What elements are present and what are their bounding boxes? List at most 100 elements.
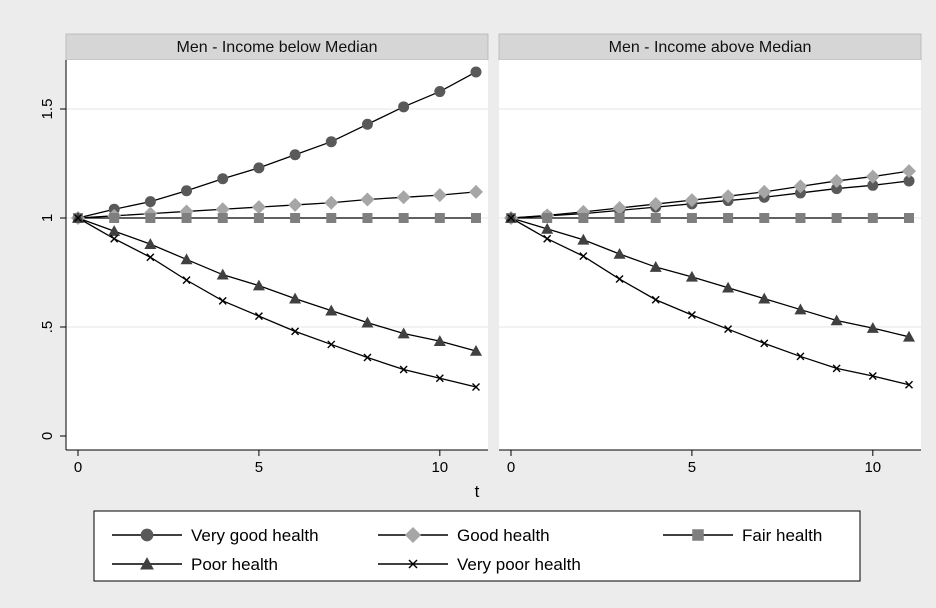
legend-item-fair-health: Fair health [663,526,822,545]
series-line-poor-health [77,217,477,352]
panel-title-strip [498,33,922,61]
legend-marker-good-health [404,526,422,544]
legend-item-poor-health: Poor health [112,555,278,574]
point-very-poor-health [291,327,300,336]
point-good-health [612,200,627,215]
point-very-poor-health [687,311,696,320]
point-very-poor-health [254,312,263,321]
point-fair-health [831,213,842,223]
point-very-good-health [253,162,265,174]
point-fair-health [145,213,156,223]
point-poor-health [433,335,446,346]
point-poor-health [216,268,229,280]
point-poor-health [541,222,554,234]
point-good-health [648,197,663,212]
point-good-health [324,195,339,210]
point-very-good-health [831,183,843,195]
point-very-poor-health [724,325,733,334]
x-tick-label: 10 [431,459,448,476]
point-poor-health [722,281,735,293]
point-very-poor-health [435,374,444,383]
point-poor-health [144,238,157,249]
point-poor-health [758,292,771,304]
point-very-poor-health [182,276,191,285]
point-very-good-health [470,66,482,78]
panel-2: Men - Income above Median 0 5 10 [498,33,922,476]
point-very-poor-health [868,372,877,381]
point-poor-health [866,322,879,333]
point-fair-health [398,213,409,223]
plot-area [66,60,488,450]
point-good-health [251,200,266,215]
point-poor-health [289,292,302,304]
point-good-health [684,193,699,208]
legend-box [93,510,861,582]
x-tick-label: 0 [507,459,515,476]
point-good-health [288,197,303,212]
point-good-health [215,202,230,217]
point-very-poor-health [832,364,841,373]
point-fair-health [723,213,734,223]
x-tick-label: 10 [864,459,881,476]
y-tick-label: 0 [39,432,56,440]
point-very-poor-health [218,296,227,305]
point-very-poor-health [110,234,119,243]
point-very-good-health [434,86,446,98]
y-tick-label: 1 [39,214,56,222]
series-line-very-poor-health [510,217,910,386]
point-very-poor-health [507,214,515,222]
legend-label: Fair health [742,526,822,545]
series-line-poor-health [510,217,910,338]
point-fair-health [290,213,301,223]
series-line-very-good-health [77,71,477,219]
legend-marker-fair-health [692,529,704,541]
point-fair-health [614,213,625,223]
point-good-health [469,184,483,199]
legend-item-very-good-health: Very good health [112,526,319,545]
legend-item-good-health: Good health [378,526,550,545]
point-fair-health [217,213,228,223]
point-fair-health [471,213,481,223]
point-poor-health [613,247,626,259]
series-line-very-poor-health [77,217,477,388]
point-very-good-health [903,175,915,187]
point-fair-health [759,213,770,223]
point-good-health [757,184,772,199]
point-good-health [793,179,808,194]
legend: Very good health Good health Fair health Po… [93,510,861,582]
point-fair-health [326,213,337,223]
legend-label: Very good health [191,526,319,545]
series-line-very-good-health [510,180,910,219]
x-tick-label: 5 [255,459,263,476]
legend-marker-very-good-health [140,528,154,542]
point-fair-health [542,213,553,223]
point-fair-health [434,213,445,223]
point-fair-health [650,213,661,223]
legend-label: Poor health [191,555,278,574]
panel-title: Men - Income below Median [177,39,378,56]
point-very-good-health [144,196,156,208]
point-poor-health [577,233,590,245]
point-very-good-health [867,179,879,191]
point-very-good-health [181,185,193,197]
point-very-poor-health [760,339,769,348]
point-fair-health [867,213,878,223]
point-very-poor-health [543,234,552,243]
point-poor-health [361,316,374,328]
point-very-poor-health [651,295,660,304]
point-very-good-health [398,101,410,113]
point-very-good-health [361,118,373,130]
point-very-poor-health [472,382,480,391]
point-poor-health [903,330,915,342]
point-very-poor-health [363,353,372,362]
point-fair-health [904,213,914,223]
point-poor-health [397,327,410,339]
point-fair-health [686,213,697,223]
point-very-good-health [289,149,301,161]
point-poor-health [794,303,807,315]
point-poor-health [649,261,662,272]
x-tick-label: 0 [74,459,82,476]
point-very-poor-health [905,380,913,389]
